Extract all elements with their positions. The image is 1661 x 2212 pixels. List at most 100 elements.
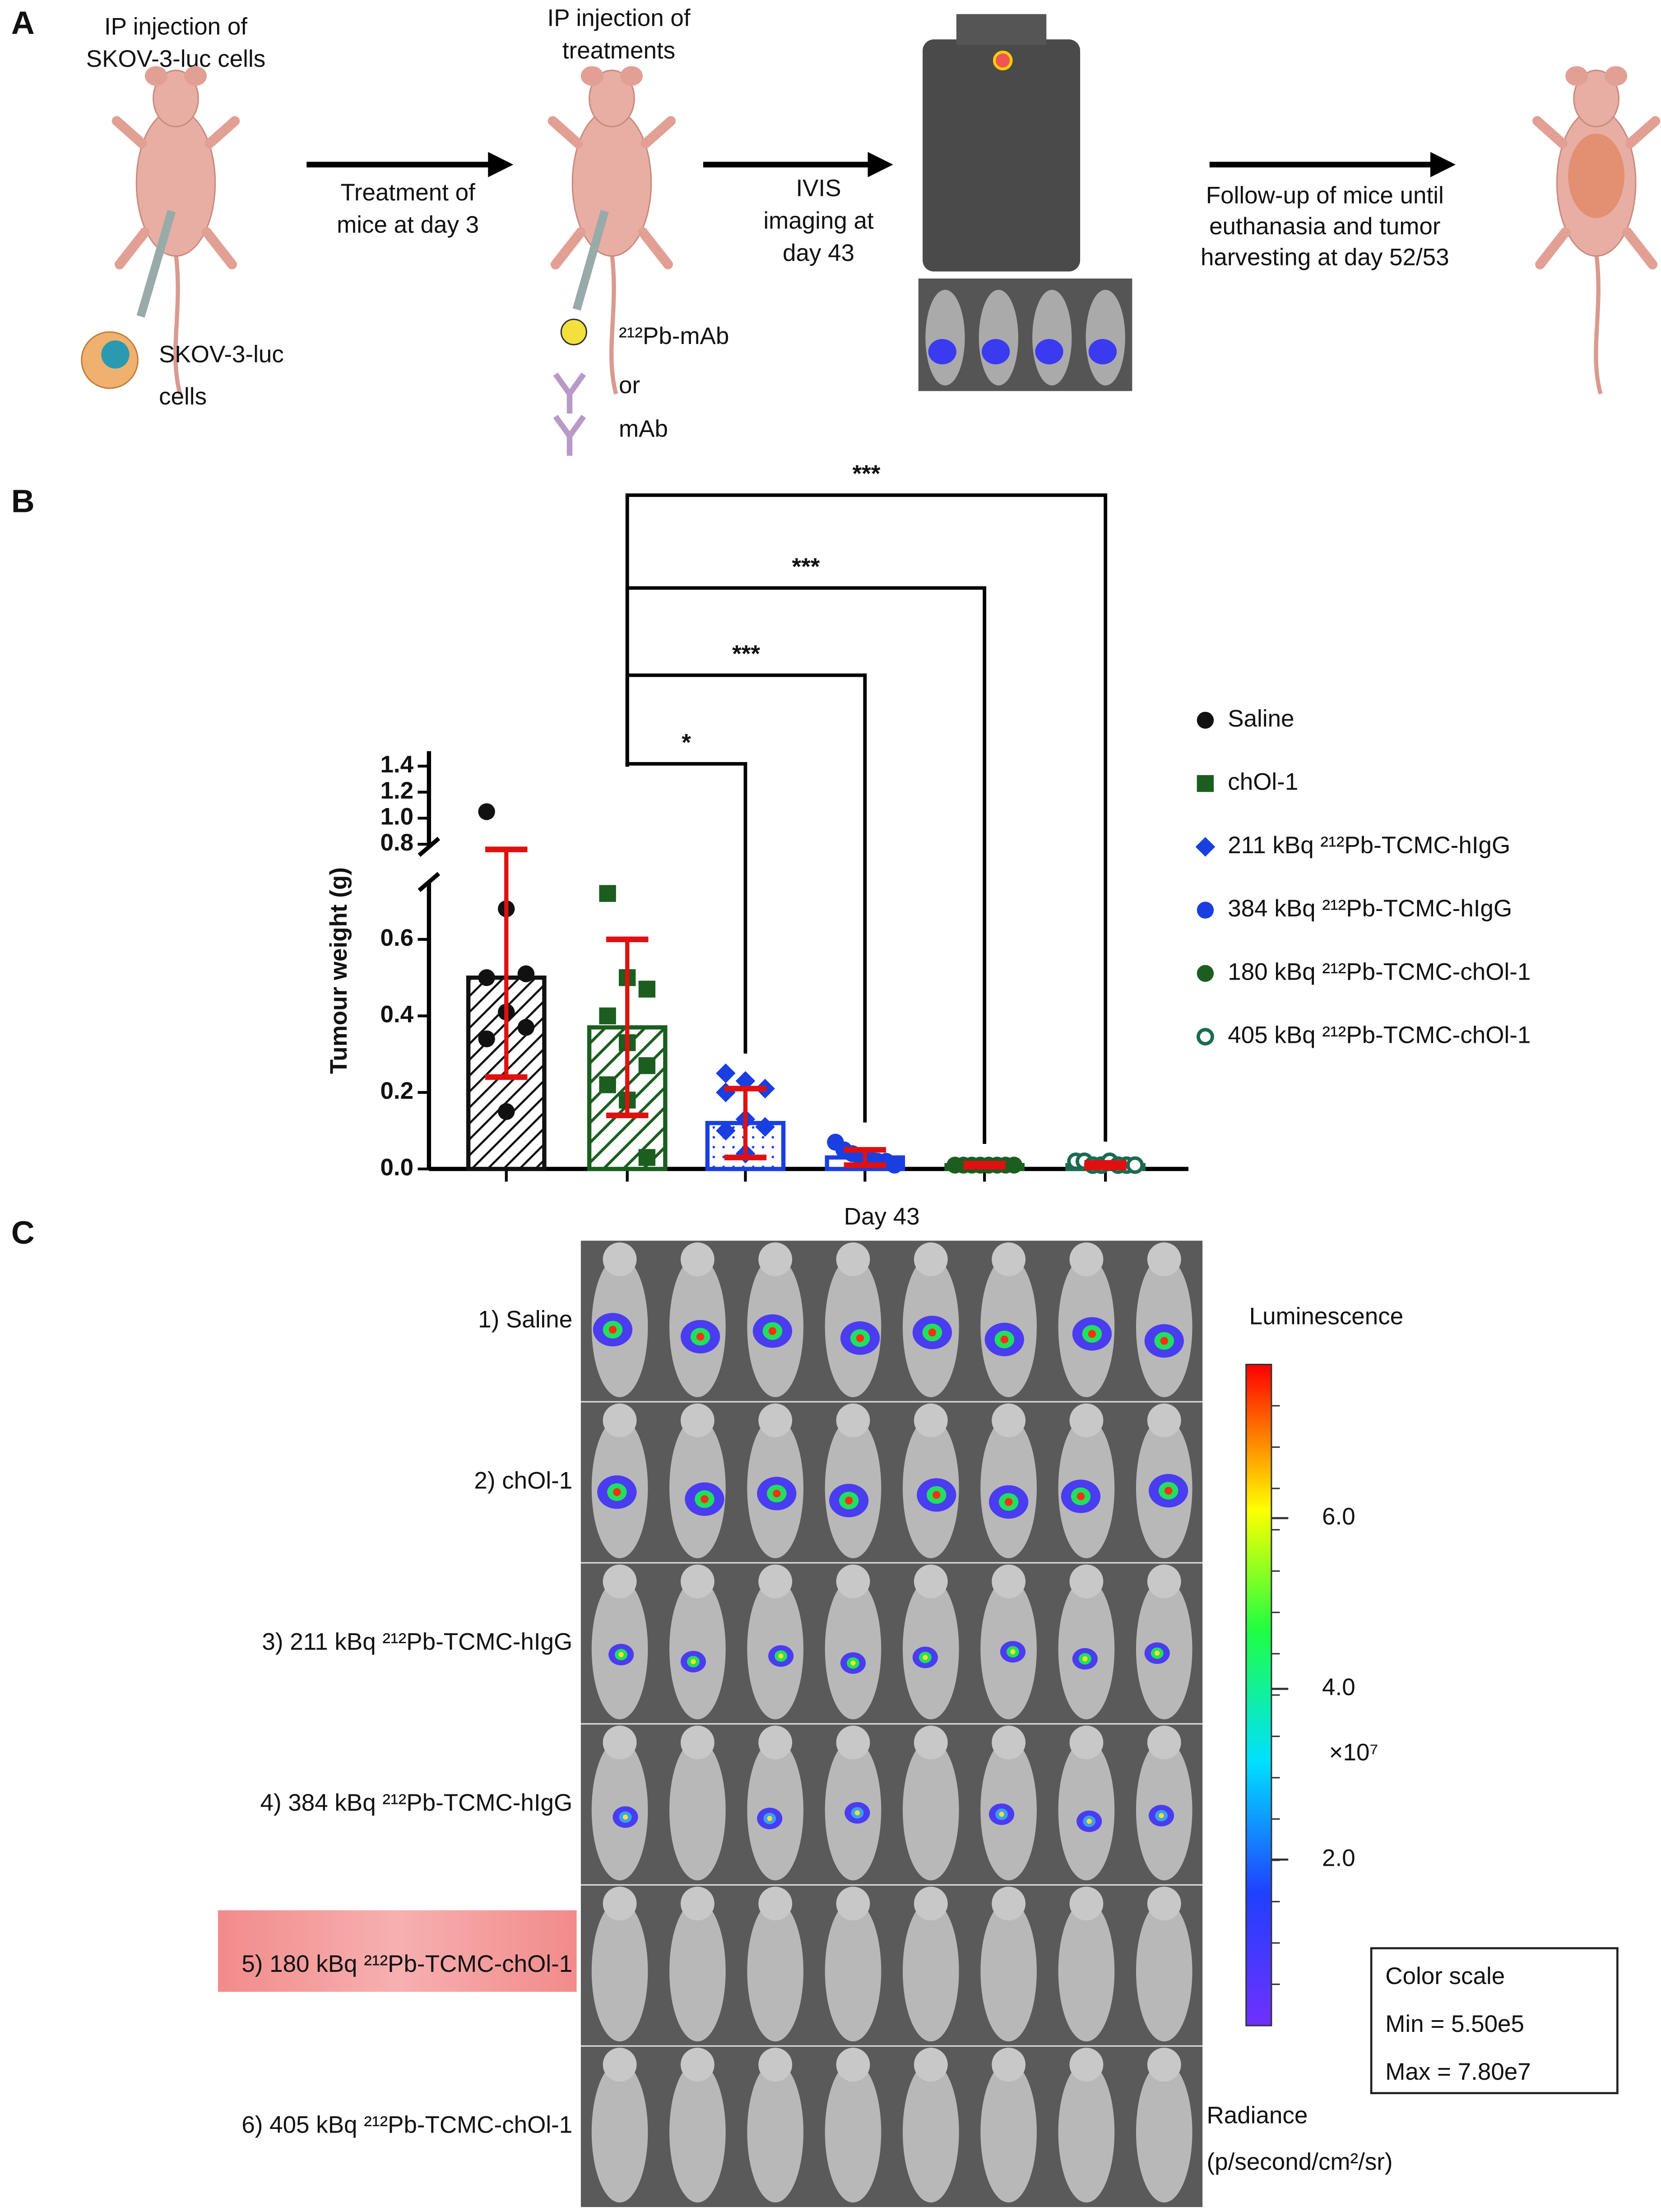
label: 3) 211 kBq ²¹²Pb-TCMC-hIgG — [262, 1628, 572, 1655]
label: (p/second/cm²/sr) — [1207, 2148, 1393, 2175]
imaged-head — [680, 1242, 715, 1277]
signal-peak — [1076, 1492, 1085, 1501]
label: harvesting at day 52/53 — [1201, 244, 1449, 270]
imaged-mouse — [1086, 289, 1125, 386]
imaged-mouse — [1032, 289, 1072, 386]
label: or — [619, 372, 640, 399]
imaged-head — [992, 1564, 1026, 1599]
data-point — [498, 1103, 515, 1120]
imaged-head — [914, 1564, 948, 1599]
data-point — [1126, 1156, 1144, 1174]
data-point — [755, 1117, 775, 1137]
legend-marker — [1196, 1028, 1214, 1046]
imaged-mouse — [1058, 1739, 1115, 1881]
label: IVIS — [796, 175, 841, 202]
signal-peak — [1000, 1335, 1009, 1343]
label: 6.0 — [1322, 1503, 1355, 1530]
organs — [1568, 134, 1624, 218]
legend-marker — [1197, 902, 1214, 919]
arrow-head — [1430, 152, 1456, 177]
data-point — [638, 1057, 656, 1074]
imaged-head — [1147, 1403, 1181, 1437]
imaged-head — [836, 1725, 870, 1760]
data-point — [478, 803, 495, 820]
label: Follow-up of mice until — [1206, 182, 1444, 209]
legend-label: 384 kBq ²¹²Pb-TCMC-hIgG — [1228, 895, 1512, 922]
imaged-mouse — [903, 1901, 959, 2042]
arrow-head — [868, 152, 893, 177]
y-tick-label: 0.2 — [380, 1078, 413, 1104]
tail — [1594, 253, 1603, 395]
imaged-head — [603, 1403, 637, 1437]
imaged-head — [680, 1725, 715, 1760]
signal-peak — [854, 1810, 860, 1816]
label: mAb — [619, 416, 668, 442]
label: SKOV-3-luc cells — [86, 46, 265, 72]
signal-peak — [768, 1327, 777, 1335]
label: ×10⁷ — [1329, 1739, 1378, 1766]
imaged-head — [914, 1242, 948, 1277]
imaged-mouse — [747, 1901, 804, 2042]
limb — [550, 227, 586, 270]
imaged-head — [758, 1887, 793, 1921]
label: cells — [159, 383, 207, 410]
signal-peak — [1155, 1650, 1160, 1656]
significance-label: * — [682, 729, 691, 756]
legend-label: 180 kBq ²¹²Pb-TCMC-chOl-1 — [1228, 958, 1531, 985]
signal-peak — [767, 1816, 772, 1821]
signal-peak — [691, 1659, 696, 1664]
label: 4) 384 kBq ²¹²Pb-TCMC-hIgG — [260, 1789, 573, 1816]
label: day 43 — [783, 240, 854, 266]
imaged-head — [680, 2048, 715, 2082]
signal-peak — [778, 1653, 784, 1659]
label: B — [11, 483, 35, 520]
imaged-mouse — [903, 1739, 959, 1881]
signal — [981, 339, 1010, 365]
y-axis-title: Tumour weight (g) — [325, 867, 352, 1074]
imaged-head — [758, 2048, 793, 2082]
legend-marker — [1197, 775, 1214, 792]
imaged-head — [758, 1725, 793, 1760]
label: euthanasia and tumor — [1209, 213, 1440, 240]
limb — [202, 227, 237, 270]
ivis-light — [993, 51, 1013, 70]
imaged-head — [914, 2048, 948, 2082]
label: 6) 405 kBq ²¹²Pb-TCMC-chOl-1 — [241, 2112, 572, 2138]
signal — [1088, 339, 1117, 365]
signal-peak — [1082, 1656, 1088, 1662]
ivis-machine — [923, 39, 1081, 272]
tail — [609, 253, 618, 395]
arrow-head — [488, 152, 514, 177]
data-point — [599, 1007, 616, 1025]
imaged-head — [1147, 1725, 1181, 1760]
signal — [928, 339, 956, 365]
label: C — [11, 1215, 35, 1251]
limb — [1532, 116, 1568, 149]
row-highlight — [218, 1910, 577, 1992]
imaged-head — [992, 1403, 1026, 1437]
imaged-mouse — [669, 2062, 726, 2203]
imaged-head — [914, 1725, 948, 1760]
label: Radiance — [1207, 2102, 1308, 2129]
y-tick-label: 1.2 — [380, 777, 413, 804]
signal-peak — [928, 1328, 937, 1337]
limb — [1625, 116, 1661, 149]
data-point — [716, 1063, 736, 1083]
label: Treatment of — [340, 179, 475, 206]
imaged-head — [914, 1403, 948, 1437]
imaged-head — [992, 1725, 1026, 1760]
imaged-head — [914, 1887, 948, 1921]
signal-peak — [618, 1652, 624, 1657]
data-point — [517, 1019, 535, 1036]
signal-peak — [850, 1660, 856, 1666]
imaged-head — [603, 1725, 637, 1760]
legend-marker — [1197, 965, 1214, 982]
imaged-mouse — [747, 2062, 804, 2203]
ear — [184, 66, 207, 86]
signal — [1035, 339, 1063, 365]
imaged-head — [836, 2048, 870, 2082]
mouse-illustration — [111, 66, 240, 395]
limb — [204, 116, 240, 149]
label: ²¹²Pb-mAb — [619, 323, 729, 349]
ivis-top — [956, 14, 1047, 45]
